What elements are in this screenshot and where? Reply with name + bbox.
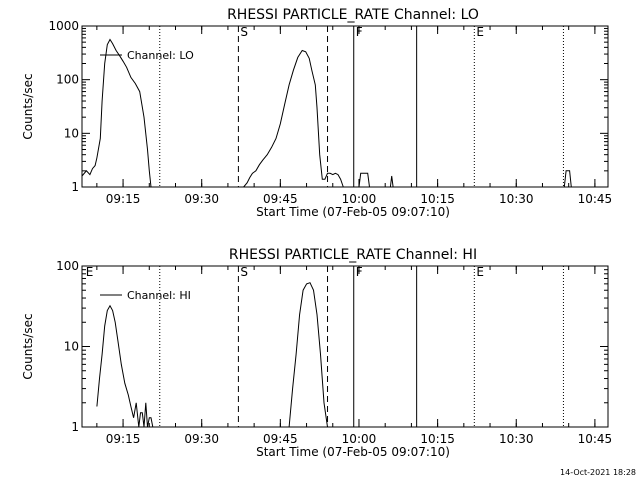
x-tick-label: 09:30 xyxy=(184,192,219,206)
x-axis-label: Start Time (07-Feb-05 09:07:10) xyxy=(256,445,450,459)
x-axis-label: Start Time (07-Feb-05 09:07:10) xyxy=(256,205,450,219)
y-tick-label: 100 xyxy=(56,73,79,87)
x-tick-label: 09:15 xyxy=(106,192,141,206)
y-tick-label: 1 xyxy=(71,420,79,434)
y-tick-label: 1 xyxy=(71,180,79,194)
y-tick-label: 1000 xyxy=(48,19,79,33)
chart-panel-2: RHESSI PARTICLE_RATE Channel: HI 1 10 100 09… xyxy=(21,247,612,459)
y-axis-label: Counts/sec xyxy=(21,73,35,139)
x-tick-label: 09:45 xyxy=(263,432,298,446)
y-tick-label: 100 xyxy=(56,259,79,273)
x-tick-label: 10:30 xyxy=(499,432,534,446)
series-line-1 xyxy=(96,304,155,428)
plot-frame xyxy=(81,25,609,188)
series-line-3 xyxy=(358,172,370,188)
x-tick-label: 10:00 xyxy=(342,192,377,206)
series-line-2 xyxy=(288,282,328,428)
event-label: E xyxy=(86,265,94,279)
series-line-1 xyxy=(81,38,152,188)
x-tick-label: 10:45 xyxy=(578,432,613,446)
legend-label: Channel: LO xyxy=(127,49,194,62)
event-label: F xyxy=(356,25,363,39)
event-label: E xyxy=(476,265,484,279)
x-tick-label: 10:15 xyxy=(420,192,455,206)
event-label: S xyxy=(240,25,248,39)
series-line-4 xyxy=(389,175,394,188)
y-axis-label: Counts/sec xyxy=(21,313,35,379)
series-line-5 xyxy=(563,170,572,188)
chart-title: RHESSI PARTICLE_RATE Channel: HI xyxy=(229,247,477,263)
y-tick-label: 10 xyxy=(64,340,79,354)
x-tick-label: 09:15 xyxy=(106,432,141,446)
x-tick-label: 10:00 xyxy=(342,432,377,446)
chart-panel-1: RHESSI PARTICLE_RATE Channel: LO 1 10 100 10… xyxy=(21,7,612,219)
x-tick-label: 10:15 xyxy=(420,432,455,446)
event-label: S xyxy=(240,265,248,279)
legend-label: Channel: HI xyxy=(127,289,191,302)
series-line-2 xyxy=(241,49,344,188)
event-label: F xyxy=(356,265,363,279)
event-label: E xyxy=(476,25,484,39)
chart-title: RHESSI PARTICLE_RATE Channel: LO xyxy=(227,7,479,23)
x-tick-label: 10:45 xyxy=(578,192,613,206)
x-tick-label: 09:30 xyxy=(184,432,219,446)
footer-timestamp: 14-Oct-2021 18:28 xyxy=(560,468,636,477)
x-tick-label: 09:45 xyxy=(263,192,298,206)
y-tick-label: 10 xyxy=(64,126,79,140)
x-tick-label: 10:30 xyxy=(499,192,534,206)
